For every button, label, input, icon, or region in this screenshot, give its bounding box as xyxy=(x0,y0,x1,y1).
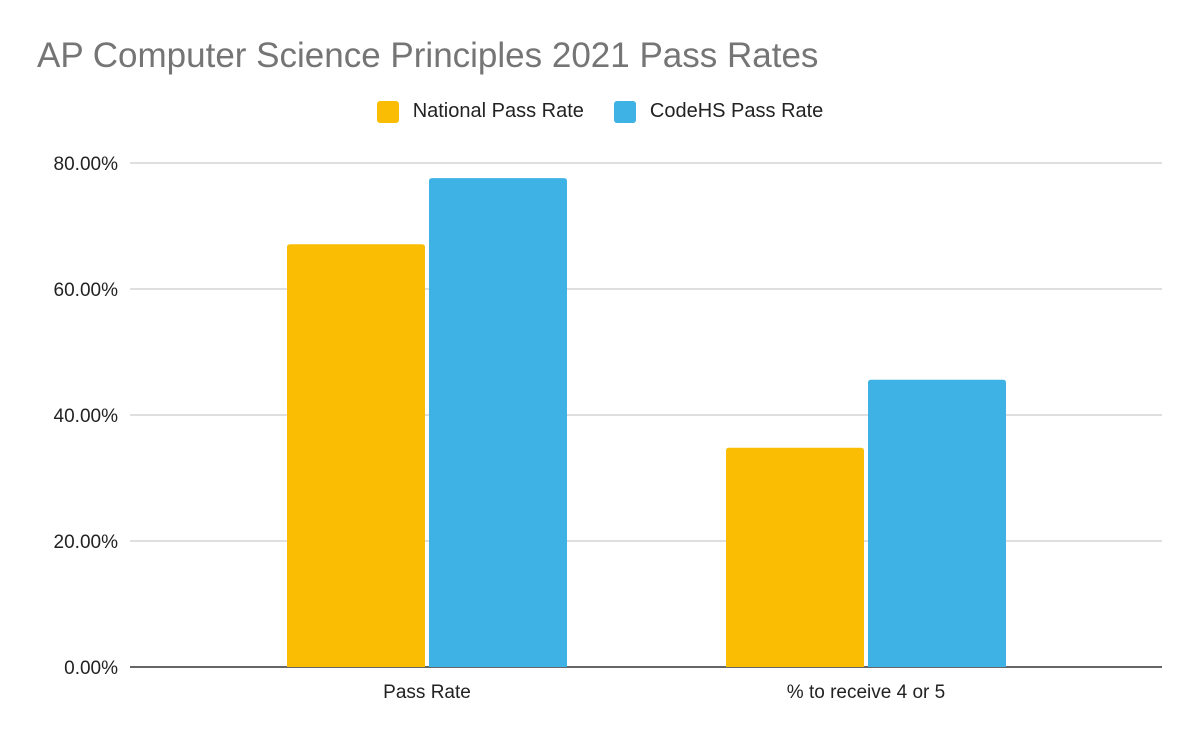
x-tick-label: Pass Rate xyxy=(383,682,471,703)
legend: National Pass Rate CodeHS Pass Rate xyxy=(0,100,1200,123)
y-tick-label: 80.00% xyxy=(54,154,119,175)
legend-label-codehs: CodeHS Pass Rate xyxy=(649,100,824,122)
legend-swatch-codehs xyxy=(613,100,636,123)
legend-item-national: National Pass Rate xyxy=(376,100,584,123)
bar-1-0 xyxy=(429,178,567,667)
bar-0-1 xyxy=(726,447,864,667)
y-tick-label: 0.00% xyxy=(64,658,118,679)
legend-label-national: National Pass Rate xyxy=(412,100,584,122)
legend-swatch-national xyxy=(376,100,399,123)
bar-0-0 xyxy=(287,244,425,667)
y-tick-label: 40.00% xyxy=(54,406,119,427)
y-tick-label: 60.00% xyxy=(54,280,119,301)
chart-title: AP Computer Science Principles 2021 Pass… xyxy=(37,36,819,75)
bar-1-1 xyxy=(868,379,1006,667)
x-tick-label: % to receive 4 or 5 xyxy=(787,682,945,703)
y-tick-label: 20.00% xyxy=(54,532,119,553)
legend-item-codehs: CodeHS Pass Rate xyxy=(613,100,824,123)
